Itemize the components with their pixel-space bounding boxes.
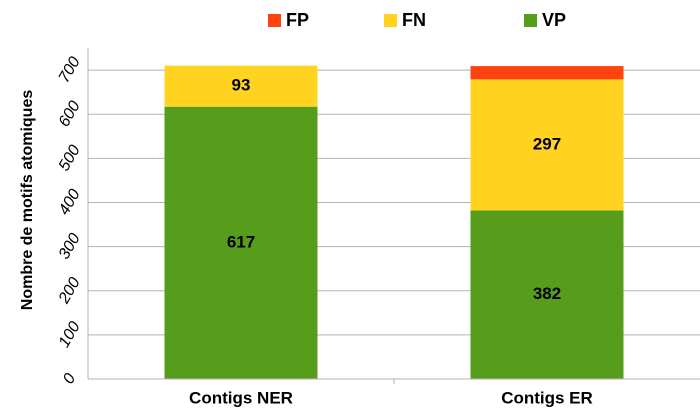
y-tick-label: 100 bbox=[56, 319, 84, 351]
data-label: 382 bbox=[533, 284, 561, 303]
y-tick-label: 400 bbox=[56, 186, 84, 218]
y-tick-label: 500 bbox=[56, 142, 84, 174]
data-label: 93 bbox=[232, 76, 251, 95]
legend-swatch bbox=[384, 14, 397, 27]
data-label: 617 bbox=[227, 232, 255, 251]
bar-segment bbox=[470, 210, 624, 379]
legend-label: FN bbox=[402, 10, 426, 30]
bar-segment bbox=[470, 66, 624, 80]
y-tick-label: 600 bbox=[56, 98, 84, 130]
x-tick-label: Contigs NER bbox=[189, 388, 293, 407]
y-tick-label: 300 bbox=[56, 231, 84, 263]
legend-label: FP bbox=[286, 10, 309, 30]
x-tick-label: Contigs ER bbox=[501, 388, 593, 407]
legend-swatch bbox=[524, 14, 537, 27]
bar-segment bbox=[164, 65, 318, 107]
y-tick-label: 0 bbox=[60, 371, 79, 387]
data-label: 297 bbox=[533, 134, 561, 153]
y-axis-label: Nombre de motifs atomiques bbox=[19, 90, 36, 311]
legend-swatch bbox=[268, 14, 281, 27]
bar-segment bbox=[164, 106, 318, 380]
bar-segment bbox=[470, 79, 624, 211]
legend-label: VP bbox=[542, 10, 566, 30]
y-tick-label: 700 bbox=[56, 54, 84, 86]
y-tick-label: 200 bbox=[55, 275, 84, 308]
